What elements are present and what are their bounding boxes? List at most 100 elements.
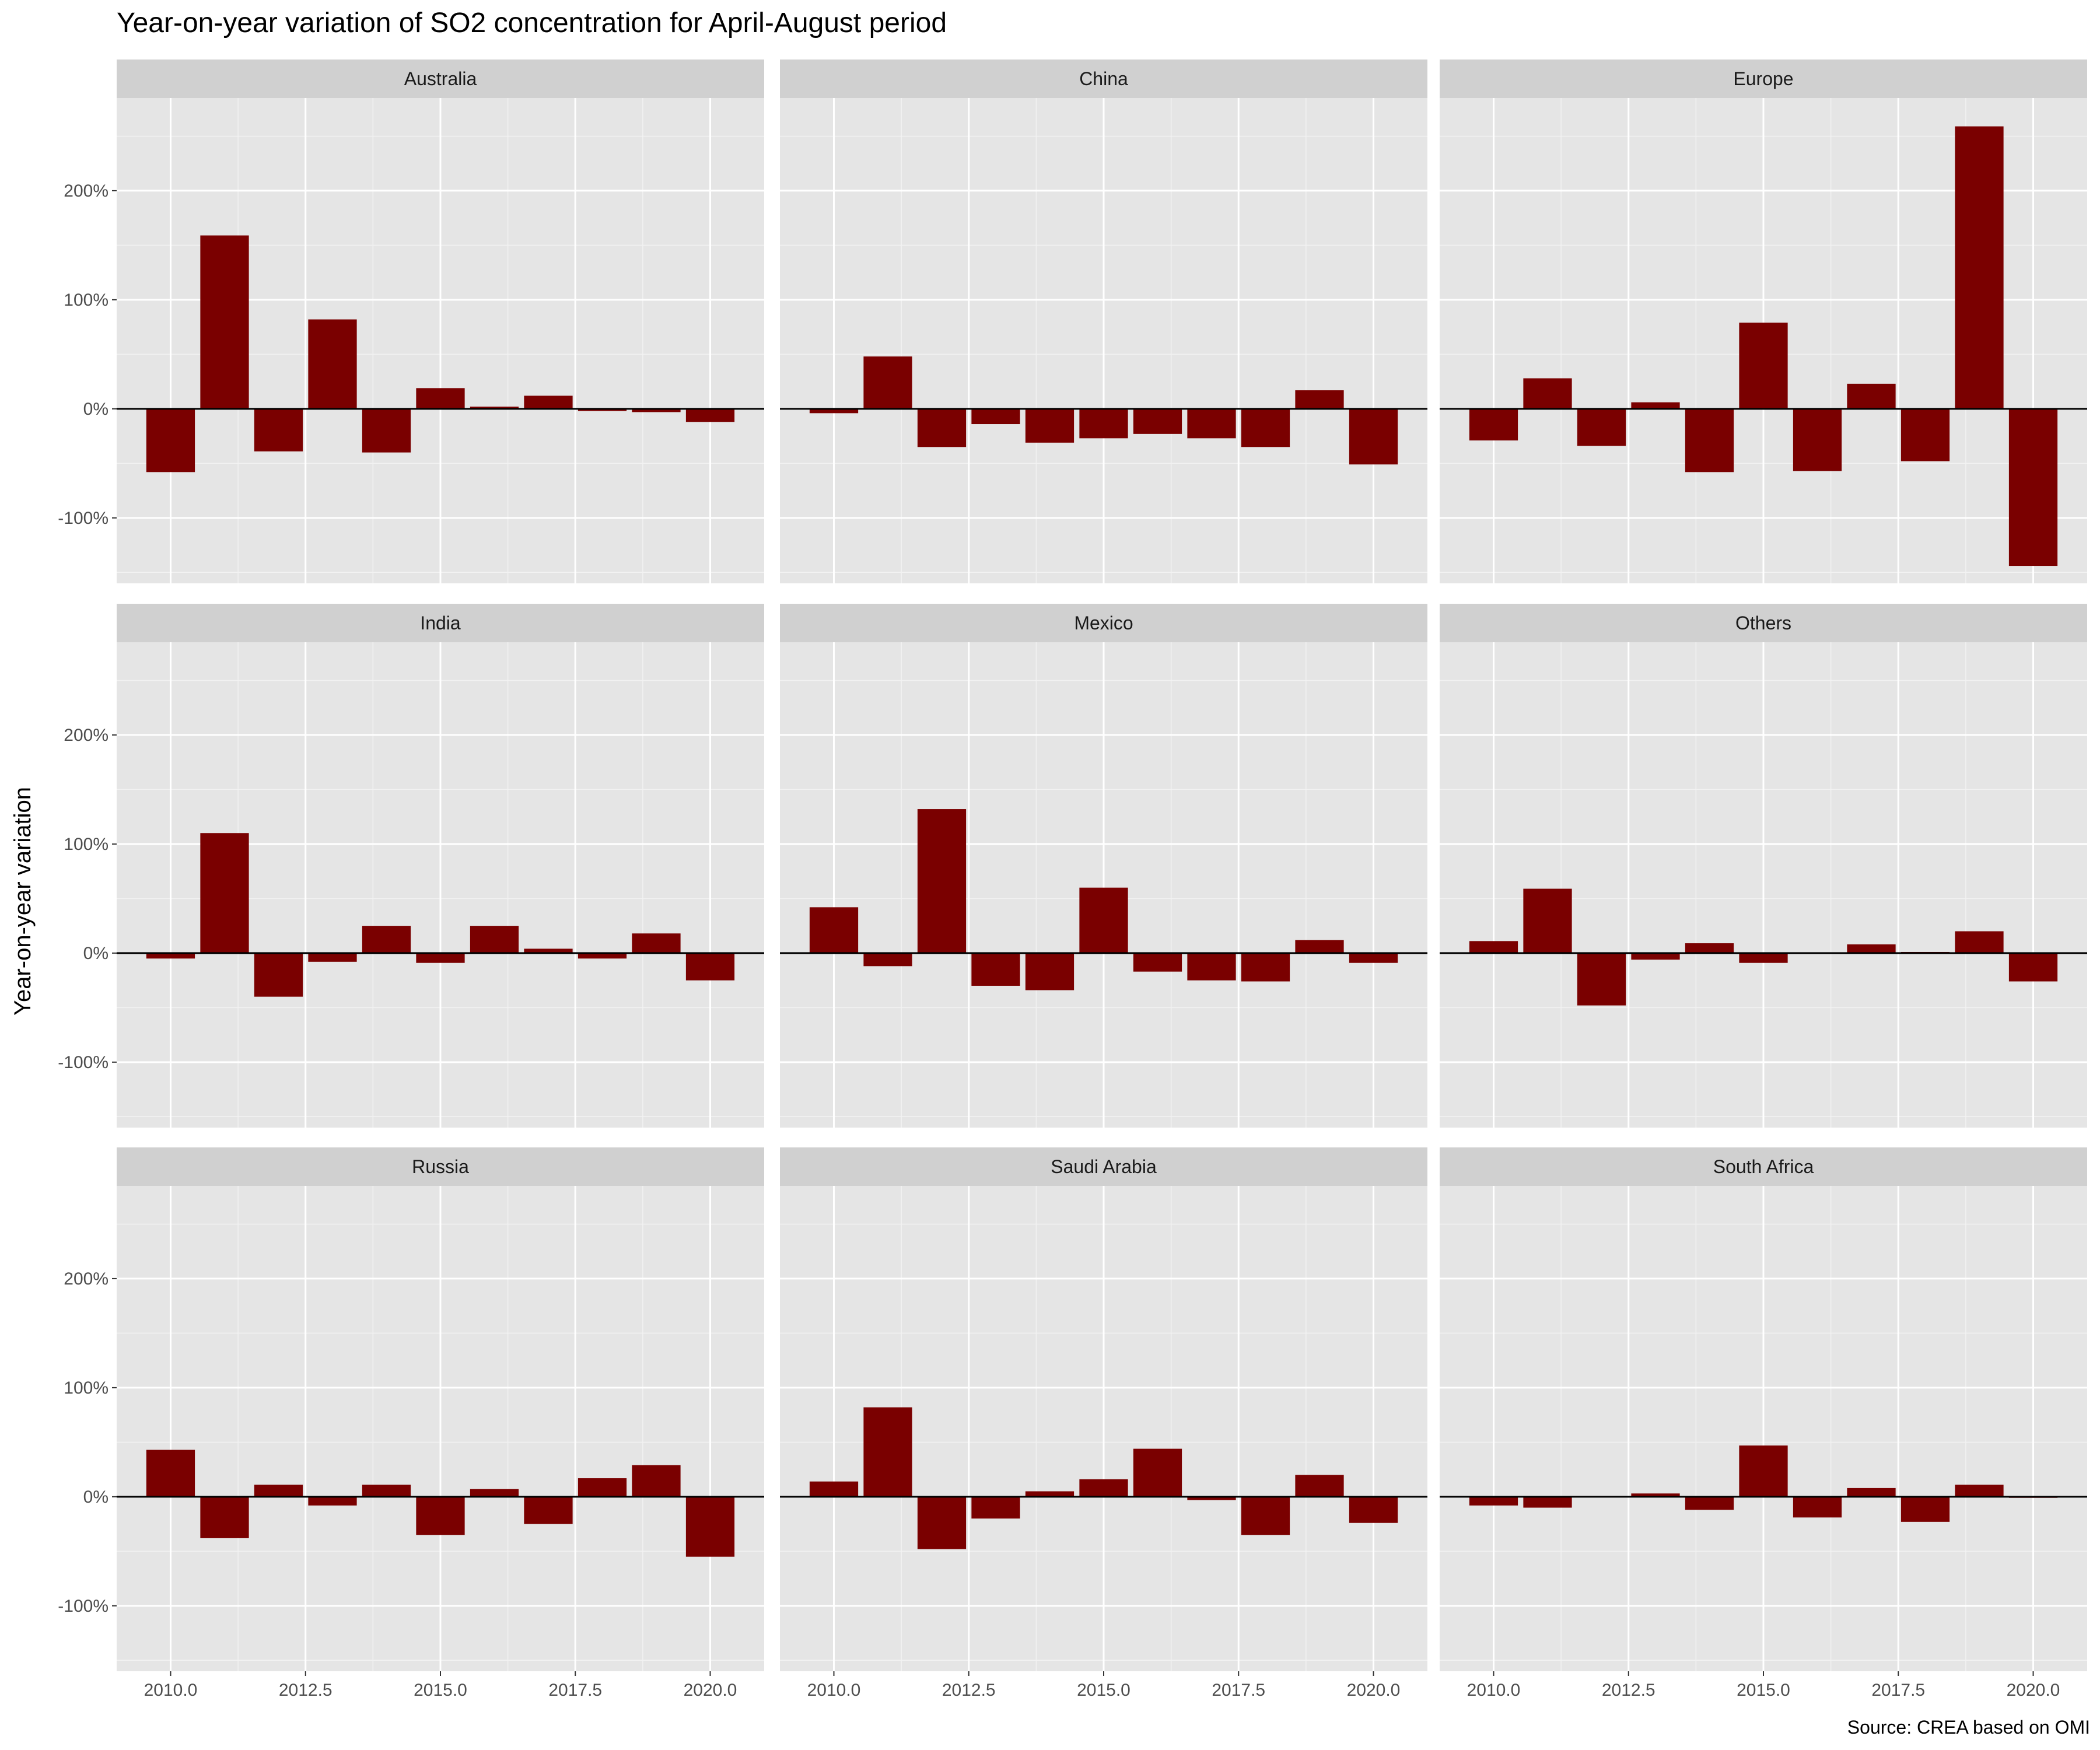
bar-china-2012 — [917, 408, 967, 447]
bar-mexico-2011 — [863, 953, 912, 967]
panels-layer: Australia China Europe India Mexico Others Rus… — [117, 60, 2087, 1671]
bar-others-2020 — [2008, 953, 2058, 982]
x-tick-label: 2017.5 — [548, 1681, 602, 1700]
bar-australia-2010 — [146, 408, 195, 473]
panel-saudi-arabia: Saudi Arabia — [780, 1147, 1427, 1671]
bar-australia-2018 — [578, 408, 627, 411]
strip-label: Russia — [412, 1156, 469, 1177]
bar-saudi-arabia-2014 — [1025, 1491, 1074, 1497]
x-tick-label: 2015.0 — [1077, 1681, 1130, 1700]
strip-label: Australia — [404, 68, 477, 89]
y-tick-label: 200% — [64, 726, 108, 745]
bar-others-2017 — [1847, 944, 1896, 953]
bar-russia-2015 — [416, 1496, 465, 1535]
bar-europe-2013 — [1631, 402, 1680, 409]
y-tick-label: 0% — [83, 400, 108, 419]
bar-saudi-arabia-2019 — [1295, 1475, 1344, 1497]
bar-europe-2016 — [1793, 408, 1842, 471]
y-tick-label: 0% — [83, 1488, 108, 1507]
panel-australia: Australia — [117, 60, 764, 583]
bar-europe-2012 — [1577, 408, 1626, 446]
strip-south-africa — [1440, 1147, 2087, 1186]
bar-mexico-2014 — [1025, 953, 1074, 991]
strip-others — [1440, 604, 2087, 642]
bar-australia-2012 — [254, 408, 303, 452]
bar-russia-2010 — [146, 1450, 195, 1497]
bar-saudi-arabia-2010 — [809, 1481, 859, 1497]
bar-others-2014 — [1685, 943, 1734, 953]
bar-china-2020 — [1349, 408, 1398, 465]
bar-india-2015 — [416, 953, 465, 963]
bar-australia-2017 — [524, 396, 573, 409]
bar-india-2020 — [685, 953, 735, 981]
strip-label: Mexico — [1074, 612, 1133, 634]
x-tick-label: 2010.0 — [807, 1681, 861, 1700]
bar-china-2017 — [1187, 408, 1236, 439]
strip-europe — [1440, 60, 2087, 98]
strip-china — [780, 60, 1427, 98]
bar-india-2010 — [146, 953, 195, 959]
chart-title: Year-on-year variation of SO2 concentrat… — [117, 8, 947, 38]
strip-mexico — [780, 604, 1427, 642]
strip-label: Europe — [1733, 68, 1793, 89]
bar-south-africa-2010 — [1469, 1496, 1518, 1506]
x-tick-label: 2010.0 — [144, 1681, 198, 1700]
bar-saudi-arabia-2015 — [1079, 1479, 1128, 1497]
bar-south-africa-2019 — [1955, 1485, 2004, 1497]
bar-europe-2017 — [1847, 383, 1896, 409]
y-tick-label: 100% — [64, 1378, 108, 1398]
bar-india-2016 — [470, 926, 519, 953]
bar-china-2019 — [1295, 390, 1344, 409]
y-axis-labels: -100% 0% 100% 200% -100% 0% 100% 200% -100% 0% 100… — [58, 181, 117, 1616]
x-tick-label: 2012.5 — [1602, 1681, 1656, 1700]
bar-saudi-arabia-2018 — [1241, 1496, 1290, 1535]
source-caption: Source: CREA based on OMI — [1847, 1717, 2090, 1738]
y-axis-title: Year-on-year variation — [10, 787, 36, 1016]
bar-china-2015 — [1079, 408, 1128, 439]
bar-china-2010 — [809, 408, 859, 414]
y-tick-label: -100% — [58, 1597, 108, 1616]
bar-others-2013 — [1631, 953, 1680, 960]
bar-south-africa-2013 — [1631, 1493, 1680, 1497]
bar-mexico-2016 — [1133, 953, 1182, 972]
bar-others-2011 — [1523, 888, 1572, 953]
bar-china-2011 — [863, 356, 912, 409]
x-tick-label: 2015.0 — [414, 1681, 467, 1700]
bar-india-2014 — [362, 926, 411, 953]
bar-south-africa-2014 — [1685, 1496, 1734, 1510]
bar-australia-2011 — [200, 235, 249, 409]
x-tick-label: 2012.5 — [942, 1681, 996, 1700]
bar-mexico-2010 — [809, 907, 859, 953]
bar-russia-2020 — [685, 1496, 735, 1557]
bar-europe-2014 — [1685, 408, 1734, 473]
bar-europe-2019 — [1955, 126, 2004, 409]
strip-label: South Africa — [1713, 1156, 1814, 1177]
bar-europe-2010 — [1469, 408, 1518, 441]
bar-india-2018 — [578, 953, 627, 959]
bar-saudi-arabia-2017 — [1187, 1496, 1236, 1500]
bar-saudi-arabia-2012 — [917, 1496, 967, 1549]
bar-saudi-arabia-2016 — [1133, 1448, 1182, 1497]
bar-others-2010 — [1469, 941, 1518, 953]
x-tick-label: 2015.0 — [1737, 1681, 1790, 1700]
y-tick-label: -100% — [58, 1053, 108, 1072]
strip-russia — [117, 1147, 764, 1186]
bar-australia-2016 — [470, 407, 519, 409]
bar-china-2018 — [1241, 408, 1290, 447]
panel-mexico: Mexico — [780, 604, 1427, 1128]
bar-australia-2015 — [416, 388, 465, 409]
bar-south-africa-2017 — [1847, 1488, 1896, 1497]
bar-others-2019 — [1955, 931, 2004, 953]
strip-australia — [117, 60, 764, 98]
bar-australia-2019 — [632, 408, 681, 412]
x-tick-label: 2010.0 — [1467, 1681, 1521, 1700]
bar-russia-2016 — [470, 1489, 519, 1497]
x-tick-label: 2012.5 — [279, 1681, 332, 1700]
strip-saudi-arabia — [780, 1147, 1427, 1186]
bar-mexico-2017 — [1187, 953, 1236, 981]
bar-china-2016 — [1133, 408, 1182, 434]
bar-mexico-2012 — [917, 809, 967, 953]
bar-mexico-2020 — [1349, 953, 1398, 963]
bar-russia-2012 — [254, 1485, 303, 1497]
strip-label: Saudi Arabia — [1051, 1156, 1157, 1177]
